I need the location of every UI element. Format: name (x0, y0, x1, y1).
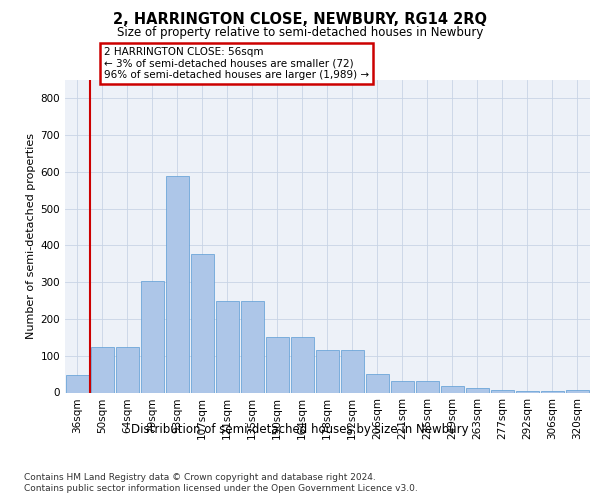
Text: 2 HARRINGTON CLOSE: 56sqm
← 3% of semi-detached houses are smaller (72)
96% of s: 2 HARRINGTON CLOSE: 56sqm ← 3% of semi-d… (104, 47, 370, 80)
Text: Contains HM Land Registry data © Crown copyright and database right 2024.: Contains HM Land Registry data © Crown c… (24, 472, 376, 482)
Bar (140, 282, 164, 393)
Bar (241, 302, 264, 392)
Bar (215, 302, 239, 392)
Bar (491, 390, 514, 392)
Bar (391, 382, 414, 392)
Text: Size of property relative to semi-detached houses in Newbury: Size of property relative to semi-detach… (117, 26, 483, 39)
Y-axis label: Number of semi-detached properties: Number of semi-detached properties (26, 133, 36, 339)
Bar (266, 338, 289, 392)
Bar (566, 390, 589, 392)
Bar (65, 375, 89, 392)
Text: Contains public sector information licensed under the Open Government Licence v3: Contains public sector information licen… (24, 484, 418, 493)
Bar (91, 346, 114, 393)
Bar (440, 386, 464, 392)
Bar (191, 254, 214, 392)
Bar (316, 350, 339, 393)
Bar (541, 390, 564, 392)
Bar (290, 338, 314, 392)
Bar (515, 390, 539, 392)
Bar (416, 382, 439, 392)
Text: 2, HARRINGTON CLOSE, NEWBURY, RG14 2RQ: 2, HARRINGTON CLOSE, NEWBURY, RG14 2RQ (113, 12, 487, 28)
Bar (365, 374, 389, 392)
Bar (116, 346, 139, 393)
Bar (466, 388, 489, 392)
Bar (341, 350, 364, 393)
Text: Distribution of semi-detached houses by size in Newbury: Distribution of semi-detached houses by … (131, 422, 469, 436)
Bar (166, 176, 189, 392)
